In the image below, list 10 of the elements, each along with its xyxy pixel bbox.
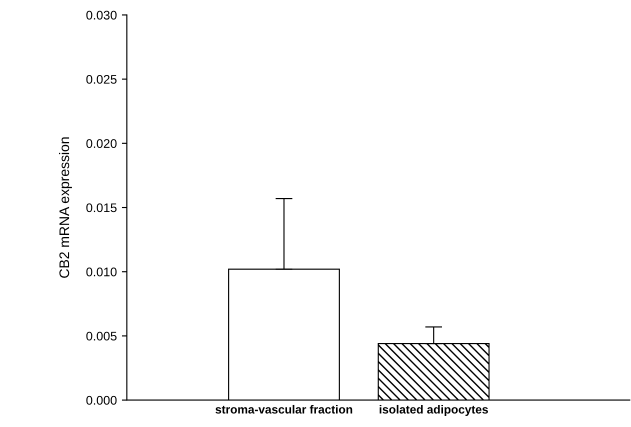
y-tick-label: 0.020 xyxy=(86,139,117,148)
y-tick-label: 0.010 xyxy=(86,268,117,276)
y-tick-label: 0.015 xyxy=(86,203,117,212)
y-axis-title: CB2 mRNA expression xyxy=(58,137,72,278)
x-tick-label: isolated adipocytes xyxy=(380,404,488,416)
y-tick-label: 0.005 xyxy=(86,332,117,341)
y-tick-label: 0.025 xyxy=(86,74,117,84)
x-tick-label: stroma-vascular fraction xyxy=(216,404,352,414)
y-tick-label: 0.000 xyxy=(86,396,117,405)
y-tick-label: 0.030 xyxy=(86,10,117,20)
